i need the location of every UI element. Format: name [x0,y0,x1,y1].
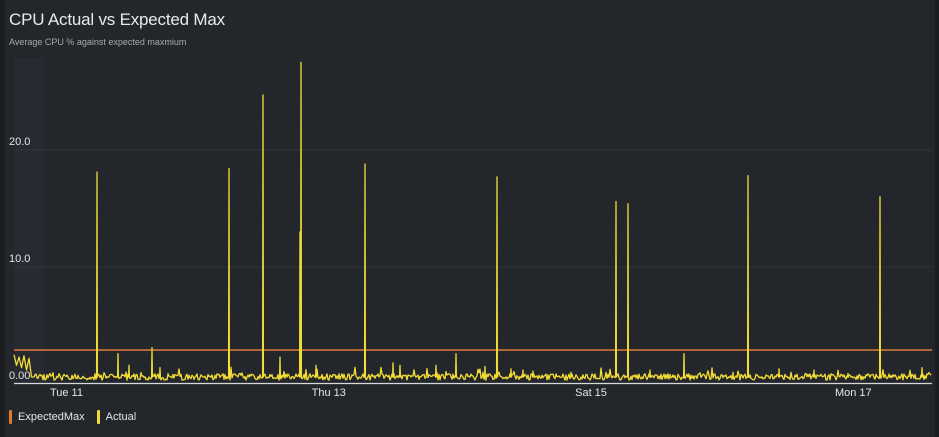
expectedmax-swatch-icon [9,410,12,424]
legend-label: ExpectedMax [18,411,85,423]
x-tick-label: Tue 11 [49,387,83,399]
legend-label: Actual [105,411,137,423]
y-axis-band [14,58,44,383]
x-tick-label: Mon 17 [834,387,872,399]
chart-panel [5,0,935,437]
x-tick-label: Sat 15 [575,387,607,399]
legend-item-expectedmax[interactable]: ExpectedMax [9,410,85,424]
chart-title: CPU Actual vs Expected Max [9,10,225,29]
gridlines [14,149,932,268]
legend: ExpectedMax Actual [9,410,148,424]
y-tick-label: 20.0 [9,136,31,148]
chart-subtitle: Average CPU % against expected maxmium [9,37,187,47]
actual-line [13,61,932,381]
y-tick-label: 10.0 [9,253,31,265]
x-tick-label: Thu 13 [311,387,346,399]
actual-swatch-icon [96,410,100,424]
legend-item-actual[interactable]: Actual [96,410,137,424]
y-tick-label: 0.00 [9,370,31,382]
